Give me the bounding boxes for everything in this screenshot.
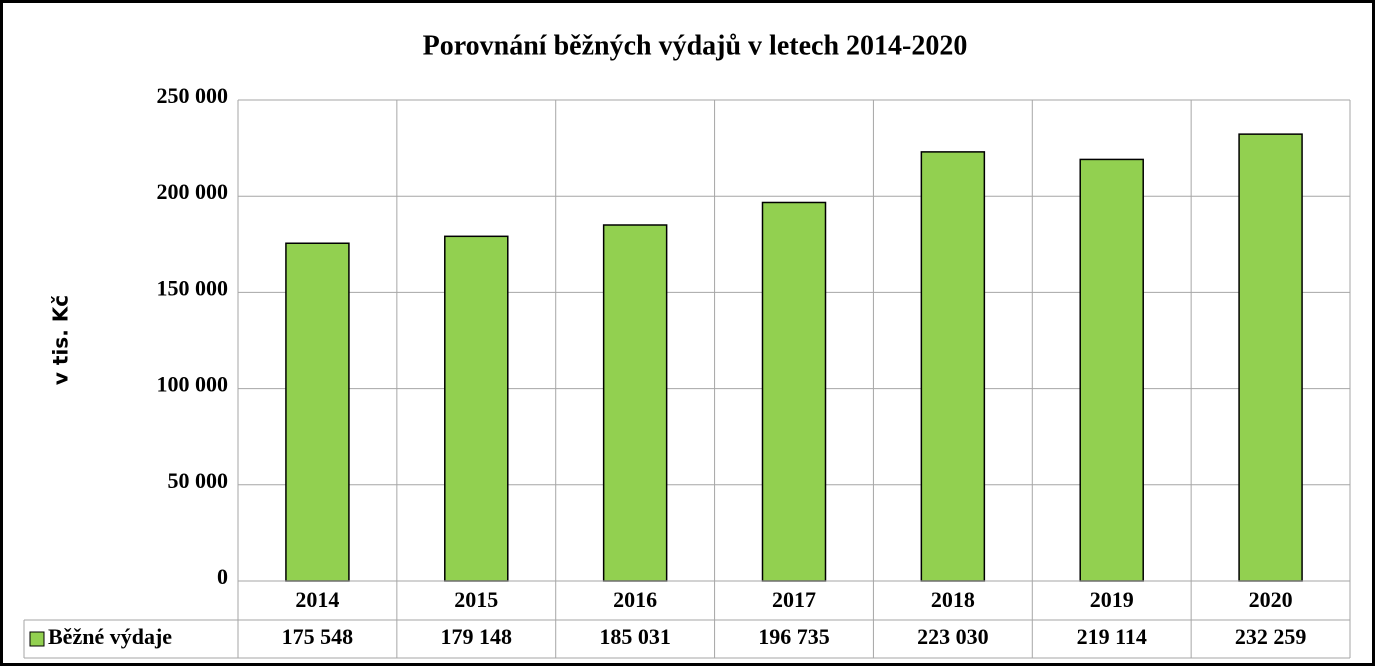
bar bbox=[444, 235, 509, 582]
data-table-value: 179 148 bbox=[441, 624, 513, 649]
x-tick-label: 2019 bbox=[1090, 587, 1134, 612]
x-tick-label: 2020 bbox=[1249, 587, 1293, 612]
legend-label: Běžné výdaje bbox=[48, 624, 172, 649]
data-table-value: 223 030 bbox=[917, 624, 989, 649]
x-tick-label: 2016 bbox=[613, 587, 657, 612]
chart-title: Porovnání běžných výdajů v letech 2014-2… bbox=[423, 30, 968, 61]
data-table-value: 232 259 bbox=[1235, 624, 1307, 649]
y-tick-label: 50 000 bbox=[168, 468, 229, 493]
data-table-value: 219 114 bbox=[1077, 624, 1147, 649]
y-tick-label: 250 000 bbox=[157, 83, 229, 108]
y-axis-label: v tis. Kč bbox=[49, 295, 73, 385]
y-tick-label: 100 000 bbox=[157, 372, 229, 397]
x-tick-label: 2015 bbox=[454, 587, 498, 612]
x-tick-label: 2014 bbox=[295, 587, 339, 612]
data-table-value: 175 548 bbox=[282, 624, 354, 649]
legend-swatch bbox=[29, 631, 45, 647]
y-tick-label: 150 000 bbox=[157, 275, 229, 300]
bar bbox=[285, 242, 350, 582]
bar bbox=[1079, 158, 1144, 582]
y-tick-label: 0 bbox=[217, 564, 228, 589]
bar bbox=[920, 151, 986, 582]
x-tick-label: 2017 bbox=[772, 587, 816, 612]
bar bbox=[761, 201, 827, 582]
data-table-value: 185 031 bbox=[599, 624, 671, 649]
bar bbox=[602, 224, 668, 582]
x-tick-label: 2018 bbox=[931, 587, 975, 612]
data-table-value: 196 735 bbox=[758, 624, 830, 649]
bar bbox=[1238, 133, 1303, 582]
y-tick-label: 200 000 bbox=[157, 179, 229, 204]
